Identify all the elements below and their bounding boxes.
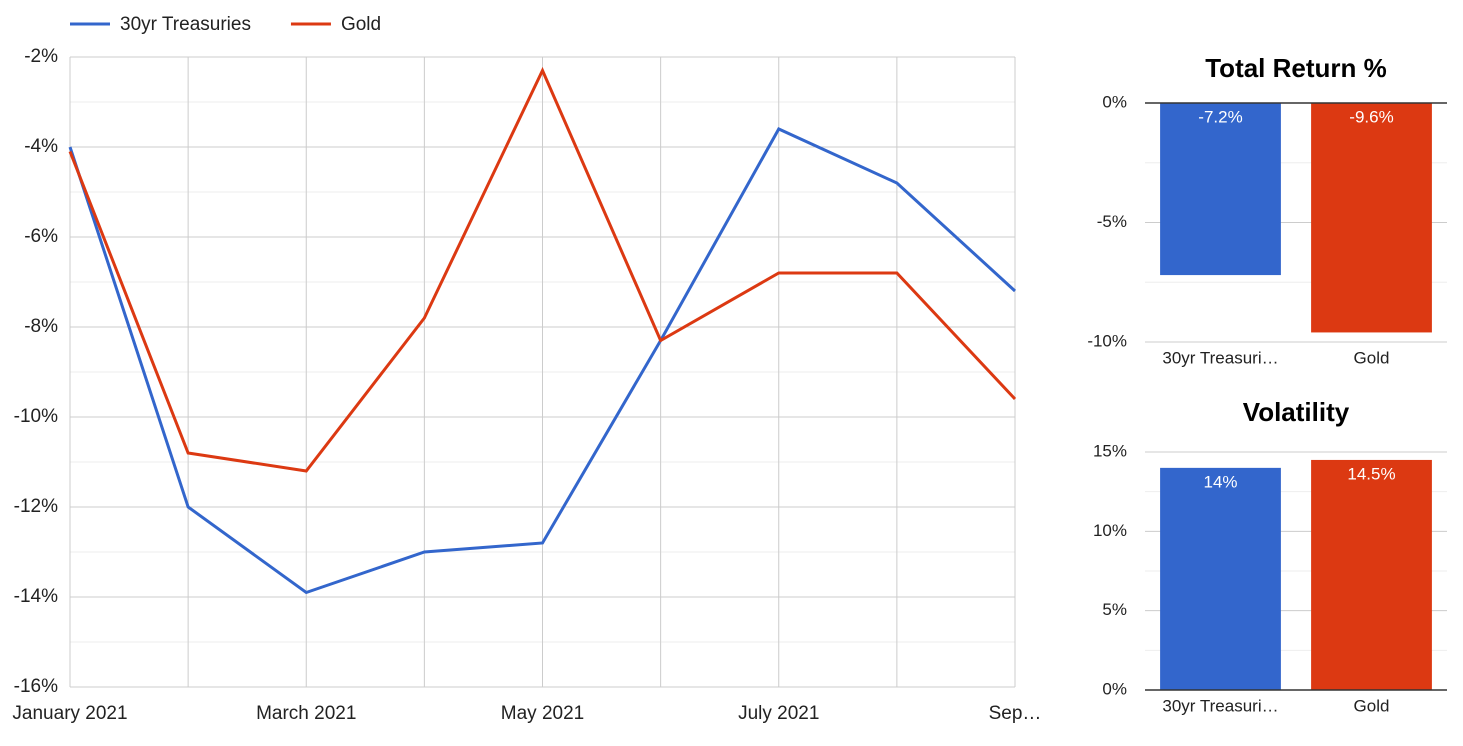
- bar: [1311, 103, 1432, 333]
- x-tick-label: Sep…: [989, 703, 1042, 724]
- y-tick-label: 0%: [1102, 92, 1127, 111]
- series-line: [68, 66, 1017, 473]
- y-tick-label: -5%: [1097, 212, 1127, 231]
- x-tick-label: May 2021: [501, 703, 584, 724]
- bar: [1160, 467, 1281, 690]
- y-tick-label: 5%: [1102, 600, 1127, 619]
- x-tick-label: Gold: [1354, 696, 1390, 715]
- bar: [1311, 459, 1432, 690]
- y-tick-label: -12%: [14, 496, 58, 517]
- value-label: -7.2%: [1198, 107, 1242, 126]
- x-tick-label: January 2021: [12, 703, 127, 724]
- x-tick-label: 30yr Treasuri…: [1162, 696, 1278, 715]
- value-label: -9.6%: [1349, 107, 1393, 126]
- y-tick-label: -2%: [24, 46, 58, 67]
- value-label: 14.5%: [1347, 464, 1395, 483]
- y-tick-label: -10%: [14, 406, 58, 427]
- chart-title: Total Return %: [1205, 53, 1387, 83]
- y-tick-label: -4%: [24, 136, 58, 157]
- series-line: [68, 127, 1017, 595]
- y-tick-label: -16%: [14, 676, 58, 697]
- y-tick-label: 10%: [1093, 521, 1127, 540]
- y-tick-label: -8%: [24, 316, 58, 337]
- chart-title: Volatility: [1243, 397, 1350, 427]
- x-tick-label: March 2021: [256, 703, 356, 724]
- x-tick-label: July 2021: [738, 703, 819, 724]
- value-label: 14%: [1203, 472, 1237, 491]
- legend-label: 30yr Treasuries: [120, 14, 251, 35]
- x-tick-label: Gold: [1354, 348, 1390, 367]
- y-tick-label: 15%: [1093, 441, 1127, 460]
- y-tick-label: -6%: [24, 226, 58, 247]
- y-tick-label: -10%: [1087, 331, 1127, 350]
- x-tick-label: 30yr Treasuri…: [1162, 348, 1278, 367]
- y-tick-label: 0%: [1102, 679, 1127, 698]
- y-tick-label: -14%: [14, 586, 58, 607]
- legend-label: Gold: [341, 14, 381, 35]
- bar: [1160, 103, 1281, 276]
